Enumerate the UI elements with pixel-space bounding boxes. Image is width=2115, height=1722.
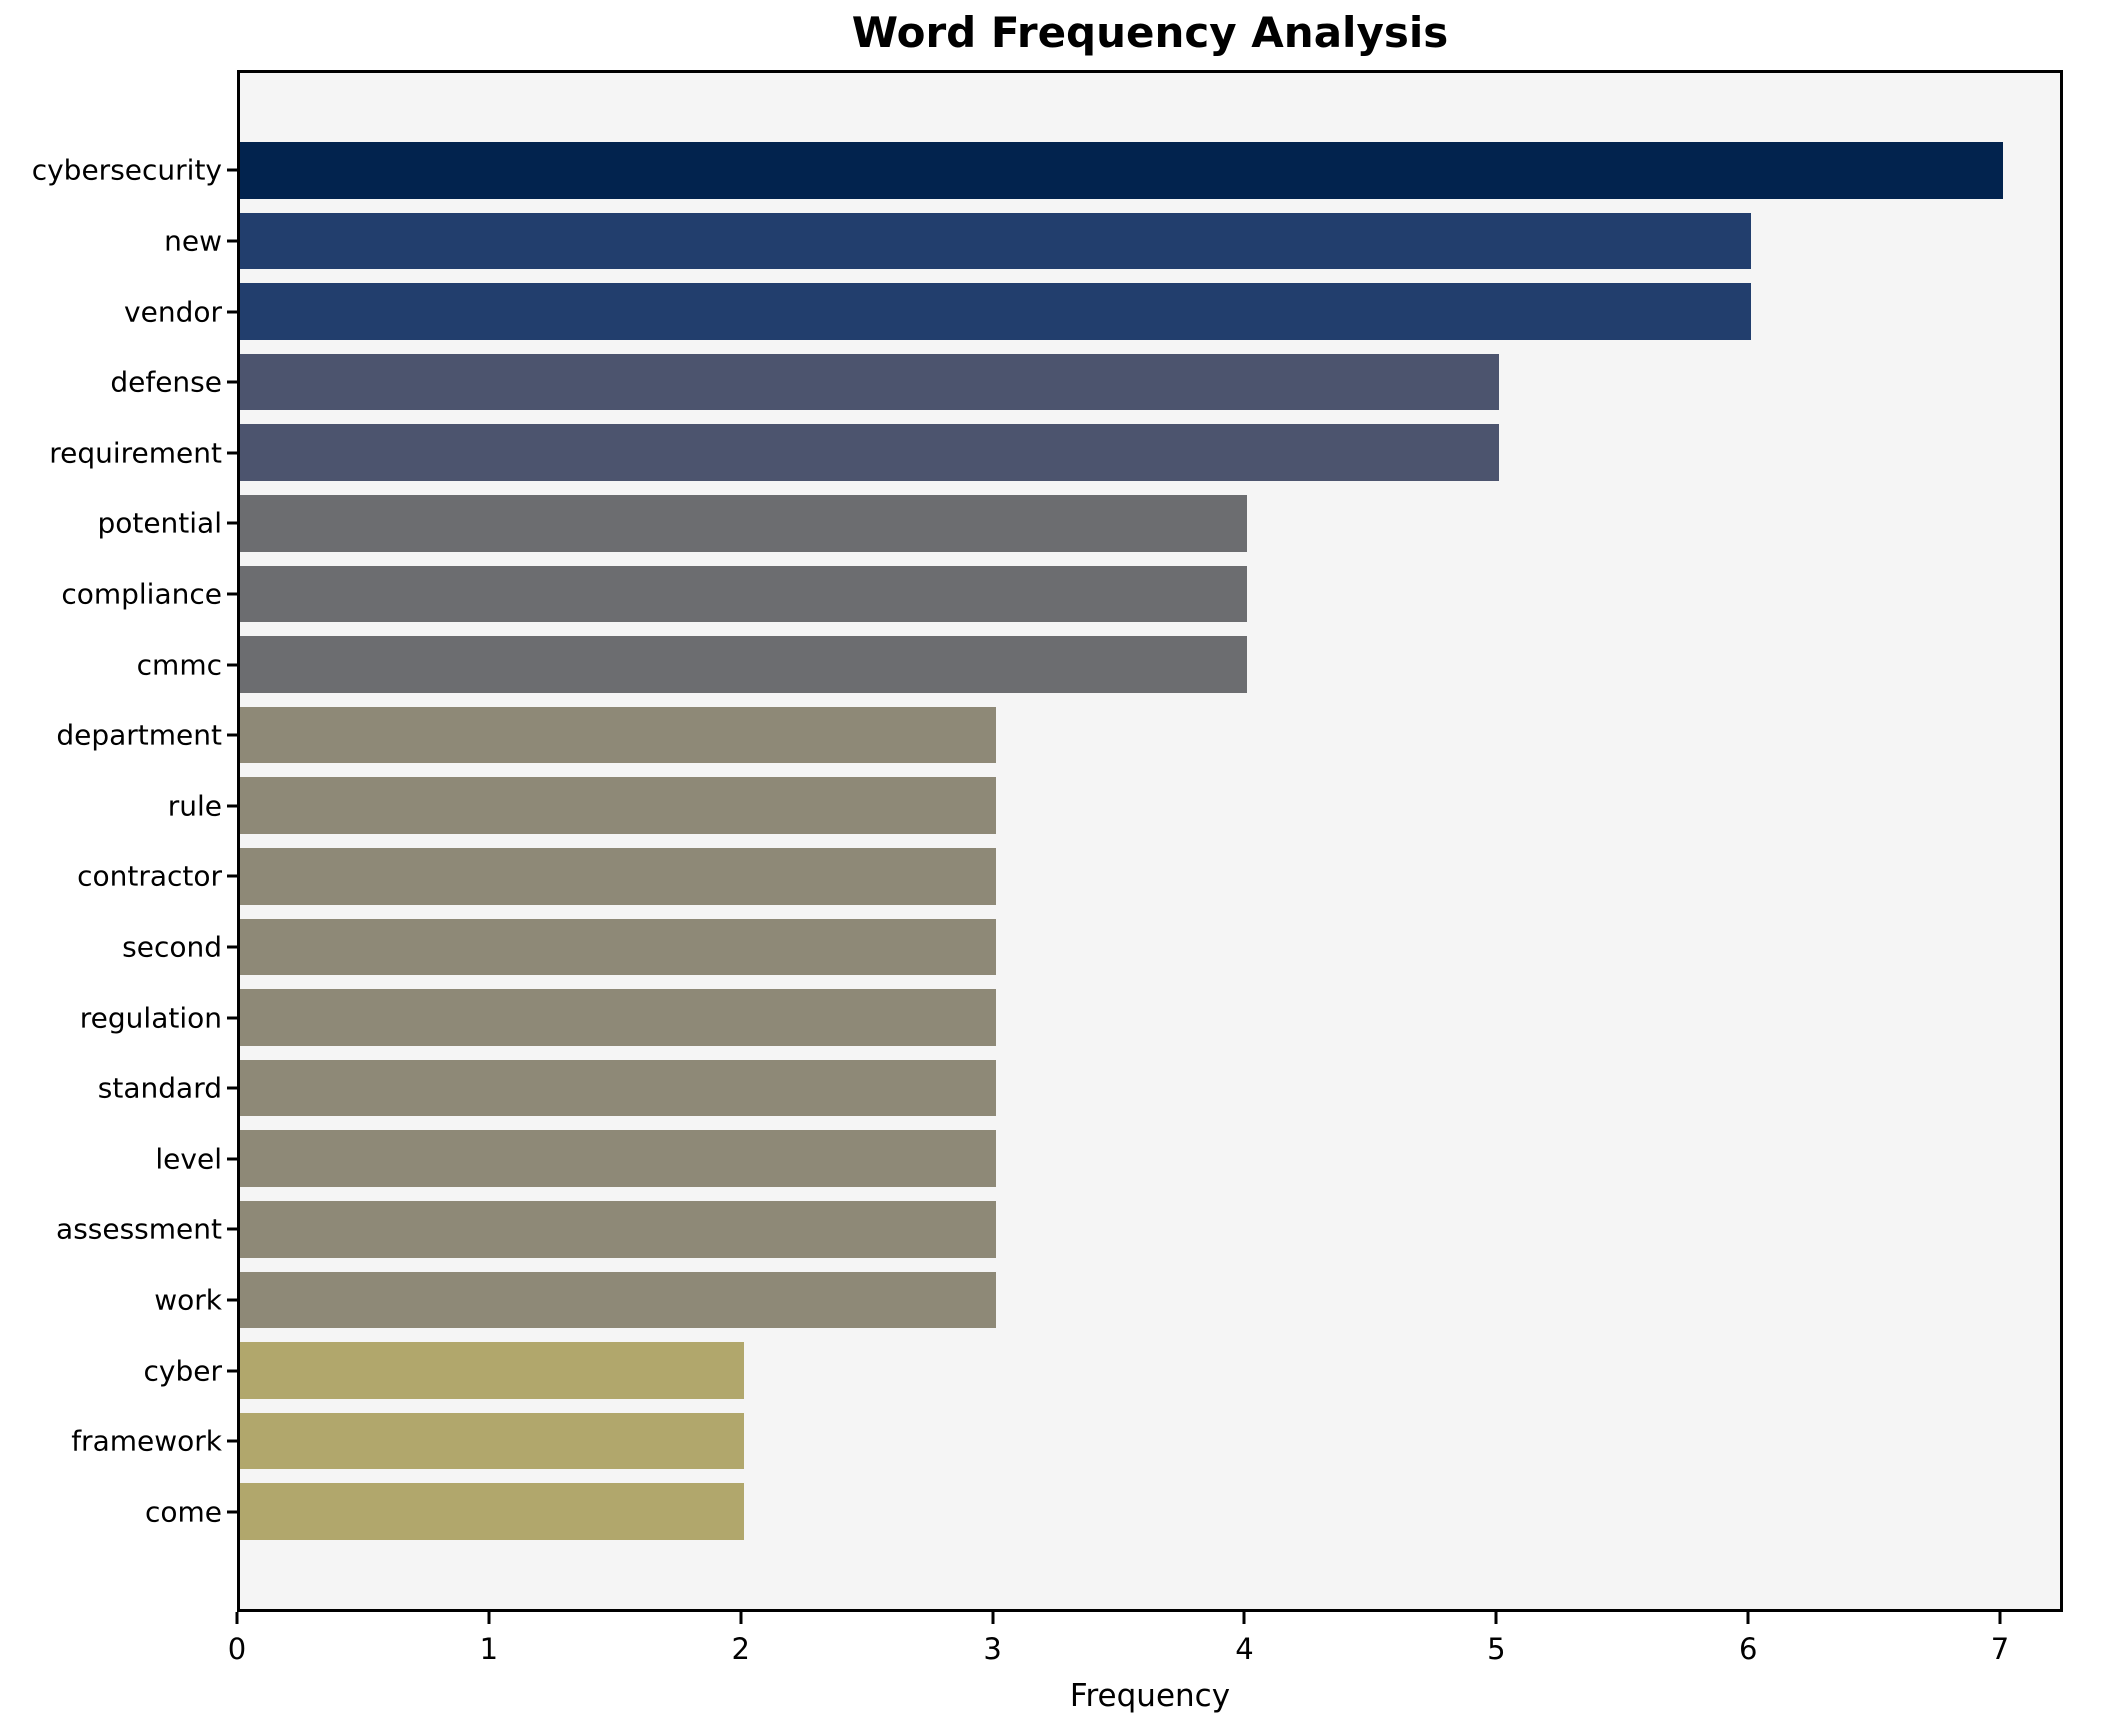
x-tick-label-1: 1 [479,1632,499,1666]
bar-rule [240,777,996,834]
x-axis-title: Frequency [1069,1678,1231,1714]
bar-second [240,918,996,976]
y-tick-label-cyber: cyber [143,1354,222,1387]
bar-new [240,212,1752,270]
bar-defense [240,353,1500,411]
x-tick-label-7: 7 [1990,1632,2010,1666]
y-tick-label-come: come [144,1495,222,1529]
y-tick-label-compliance: compliance [61,577,222,611]
y-tick-label-requirement: requirement [49,436,222,470]
x-tick-label-4: 4 [1235,1632,1254,1666]
bar-contractor [240,848,996,905]
bar-framework [240,1412,744,1470]
y-tick-mark [227,380,237,384]
y-tick-mark [227,1298,237,1302]
y-tick-mark [227,1157,237,1161]
y-tick-mark [227,945,237,949]
bar-assessment [240,1201,996,1258]
y-tick-mark [227,521,237,525]
y-tick-mark [227,168,237,172]
bar-come [240,1483,744,1540]
bar-vendor [240,283,1752,340]
y-tick-mark [227,592,237,596]
bar-cybersecurity [240,142,2004,199]
y-tick-label-rule: rule [167,789,222,823]
y-tick-label-second: second [122,930,222,964]
x-tick-label-2: 2 [731,1632,750,1666]
y-tick-mark [227,1439,237,1443]
bar-requirement [240,424,1500,481]
y-tick-label-cmmc: cmmc [136,648,222,681]
x-tick-mark [1494,1612,1498,1624]
x-tick-mark [487,1612,491,1624]
y-tick-label-regulation: regulation [79,1001,222,1034]
x-tick-mark [991,1612,995,1624]
y-tick-mark [227,1086,237,1090]
y-tick-mark [227,1227,237,1231]
x-tick-label-0: 0 [227,1632,247,1666]
chart-title: Word Frequency Analysis [851,8,1449,57]
y-tick-mark [227,239,237,243]
y-tick-mark [227,310,237,313]
x-tick-label-5: 5 [1487,1632,1506,1666]
x-tick-label-3: 3 [983,1632,1002,1666]
bar-compliance [240,565,1248,623]
x-tick-mark [1746,1612,1750,1624]
bar-level [240,1130,996,1187]
bar-work [240,1271,996,1329]
y-tick-label-potential: potential [97,506,222,540]
x-tick-mark [739,1612,743,1624]
bar-standard [240,1059,996,1117]
y-tick-mark [227,1510,237,1514]
y-tick-mark [227,804,237,808]
y-tick-label-defense: defense [110,365,222,399]
x-tick-label-6: 6 [1738,1632,1758,1666]
y-tick-label-new: new [164,224,222,258]
y-tick-mark [227,874,237,878]
y-tick-label-cybersecurity: cybersecurity [31,153,222,187]
bar-potential [240,495,1248,552]
y-tick-label-contractor: contractor [77,859,222,893]
y-tick-mark [227,1369,237,1372]
x-tick-mark [1242,1612,1246,1624]
bar-cmmc [240,636,1248,693]
x-tick-mark [235,1612,239,1624]
bar-department [240,706,996,764]
bar-cyber [240,1342,744,1399]
y-tick-label-department: department [56,718,222,752]
y-tick-label-level: level [155,1142,222,1176]
y-tick-label-work: work [154,1283,222,1317]
y-tick-label-assessment: assessment [56,1212,222,1246]
y-tick-label-framework: framework [71,1424,222,1458]
y-tick-mark [227,1016,237,1019]
y-tick-mark [227,733,237,737]
x-tick-mark [1998,1612,2002,1624]
bar-regulation [240,989,996,1046]
plot-area [237,70,2063,1612]
y-tick-mark [227,663,237,666]
y-tick-label-vendor: vendor [124,295,222,328]
y-tick-mark [227,451,237,455]
y-tick-label-standard: standard [97,1071,222,1105]
